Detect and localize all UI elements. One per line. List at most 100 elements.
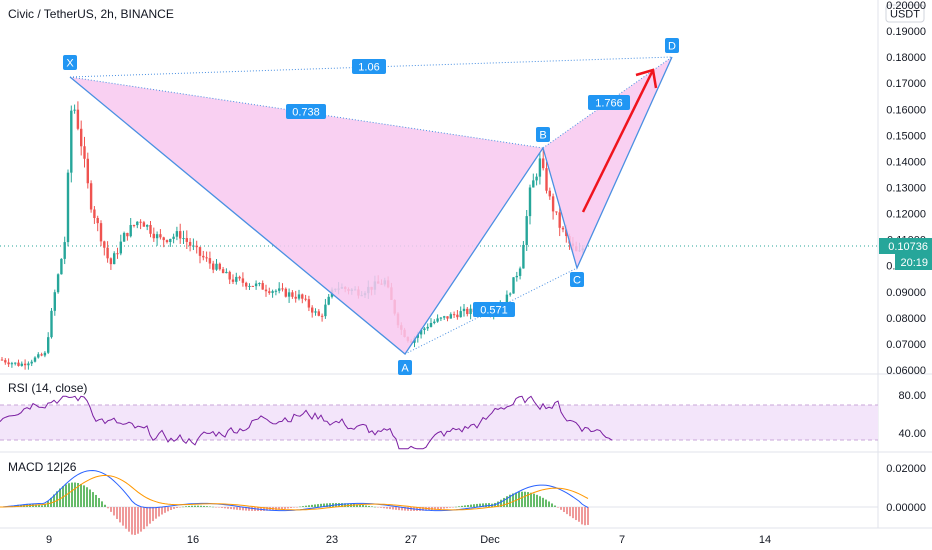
candle-body xyxy=(142,222,146,227)
candle-body xyxy=(83,146,86,159)
macd-bar xyxy=(83,485,85,507)
candle-body xyxy=(0,359,4,361)
macd-bar xyxy=(167,507,169,512)
candle-body xyxy=(284,288,287,297)
candle-body xyxy=(518,268,522,276)
candle-body xyxy=(558,212,561,228)
candle-body xyxy=(228,271,231,280)
candle-body xyxy=(548,190,551,197)
macd-bar xyxy=(539,496,541,507)
macd-bar xyxy=(503,497,505,507)
candle-body xyxy=(261,283,264,290)
time-label-7: 7 xyxy=(619,534,625,546)
ratio-xd-text: 1.06 xyxy=(358,62,379,74)
macd-bar xyxy=(356,504,358,507)
candle-body xyxy=(162,237,165,241)
rsi-line xyxy=(0,395,613,450)
candle-body xyxy=(525,216,528,245)
candle-body xyxy=(251,285,254,287)
price-tick: 0.15000 xyxy=(886,130,926,142)
point-x-text: X xyxy=(66,58,74,70)
macd-bar xyxy=(464,505,466,507)
candle-body xyxy=(205,257,208,259)
macd-bar xyxy=(95,494,97,507)
macd-bar xyxy=(389,507,391,510)
candle-body xyxy=(122,232,126,242)
candle-body xyxy=(278,288,281,291)
arrow-head xyxy=(635,68,658,89)
macd-bar xyxy=(449,507,451,508)
macd-bar xyxy=(512,493,514,507)
price-tick: 0.18000 xyxy=(886,52,926,64)
macd-bar xyxy=(59,488,61,507)
macd-bar xyxy=(194,505,196,507)
rsi-title: RSI (14, close) xyxy=(8,381,87,395)
candle-body xyxy=(241,278,245,283)
macd-bar xyxy=(122,507,124,526)
candle-body xyxy=(113,253,116,265)
macd-bar xyxy=(233,507,235,510)
rsi-tick-80: 80.00 xyxy=(898,390,926,402)
macd-bar xyxy=(212,506,214,508)
candle-body xyxy=(20,363,23,366)
candle-body xyxy=(452,314,456,316)
macd-bar xyxy=(137,507,139,534)
macd-bar xyxy=(458,506,460,507)
candle-body xyxy=(528,187,532,217)
candle-body xyxy=(159,234,162,238)
macd-bar xyxy=(116,507,118,519)
macd-bar xyxy=(470,504,472,507)
candle-body xyxy=(446,316,449,319)
macd-bar xyxy=(473,504,475,507)
candle-body xyxy=(106,247,109,259)
candle-body xyxy=(33,357,37,362)
candle-body xyxy=(235,276,238,282)
macd-bar xyxy=(368,505,370,507)
candle-body xyxy=(439,317,443,319)
macd-bar xyxy=(41,505,43,507)
candle-body xyxy=(132,225,136,227)
macd-bar xyxy=(455,506,457,508)
macd-bar xyxy=(500,499,502,507)
candle-body xyxy=(185,238,188,242)
candle-body xyxy=(70,110,73,173)
macd-bar xyxy=(221,507,223,508)
candle-body xyxy=(443,316,446,318)
macd-bar xyxy=(155,507,157,519)
macd-bar xyxy=(119,507,121,523)
candle-body xyxy=(208,258,212,264)
macd-bar xyxy=(386,507,388,509)
macd-bar xyxy=(566,507,568,515)
macd-bar xyxy=(377,507,379,508)
time-label-23: 23 xyxy=(326,534,338,546)
macd-bar xyxy=(92,492,94,507)
candle-body xyxy=(248,285,251,287)
macd-tick-zero: 0.00000 xyxy=(886,502,926,514)
candle-body xyxy=(63,242,66,259)
projection-arrow xyxy=(581,68,658,213)
candle-body xyxy=(317,311,320,316)
candle-body xyxy=(297,294,301,299)
macd-bar xyxy=(56,491,58,507)
last-price-text: 0.10736 xyxy=(888,241,928,253)
candle-body xyxy=(311,307,314,313)
macd-bar xyxy=(44,503,46,507)
price-axis[interactable]: 0.20000 0.19000 0.18000 0.17000 0.16000 0.150… xyxy=(886,0,926,377)
macd-bar xyxy=(440,507,442,510)
point-label-d: D xyxy=(665,38,679,53)
macd-bar xyxy=(527,492,529,507)
pattern-xab-fill xyxy=(70,77,543,354)
currency-button[interactable]: USDT xyxy=(885,4,925,23)
point-label-b: B xyxy=(536,127,550,142)
macd-bar xyxy=(113,507,115,516)
candle-body xyxy=(14,362,17,364)
macd-bar xyxy=(587,507,589,525)
macd-bar xyxy=(398,507,400,511)
time-label-14: 14 xyxy=(759,534,771,546)
candle-body xyxy=(535,176,538,181)
macd-bar xyxy=(296,507,298,508)
candle-body xyxy=(238,276,241,279)
macd-bar xyxy=(245,507,247,511)
candles-group xyxy=(0,101,584,370)
macd-bar xyxy=(302,506,304,507)
